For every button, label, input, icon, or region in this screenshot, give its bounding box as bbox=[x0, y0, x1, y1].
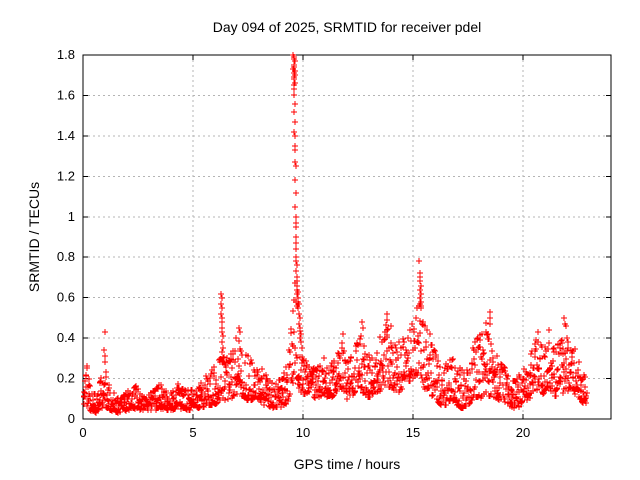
data-points-scatter bbox=[81, 52, 590, 416]
x-tick-label: 5 bbox=[189, 425, 196, 440]
y-tick-label: 0 bbox=[68, 411, 75, 426]
plot-border bbox=[82, 54, 612, 420]
y-tick-label: 1 bbox=[68, 209, 75, 224]
y-tick-label: 0.2 bbox=[57, 371, 75, 386]
y-tick-label: 1.8 bbox=[57, 47, 75, 62]
y-tick-label: 0.4 bbox=[57, 330, 75, 345]
x-axis-label: GPS time / hours bbox=[293, 456, 401, 472]
y-tick-label: 1.4 bbox=[57, 128, 75, 143]
x-tick-label: 0 bbox=[79, 425, 86, 440]
x-tick-label: 15 bbox=[406, 425, 420, 440]
y-tick-label: 0.6 bbox=[57, 290, 75, 305]
y-tick-label: 0.8 bbox=[57, 249, 75, 264]
y-tick-label: 1.2 bbox=[57, 168, 75, 183]
x-tick-label: 20 bbox=[516, 425, 530, 440]
y-tick-label: 1.6 bbox=[57, 87, 75, 102]
chart-title: Day 094 of 2025, SRMTID for receiver pde… bbox=[212, 19, 482, 35]
x-tick-label: 10 bbox=[296, 425, 310, 440]
